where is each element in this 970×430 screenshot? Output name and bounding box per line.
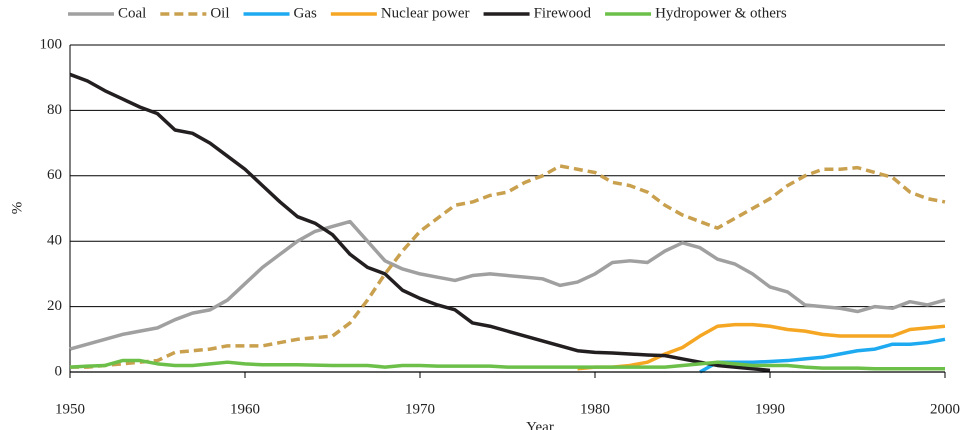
legend-label: Firewood bbox=[534, 5, 592, 21]
y-tick-label: 60 bbox=[47, 167, 62, 183]
y-tick-label: 20 bbox=[47, 298, 62, 314]
legend-label: Hydropower & others bbox=[655, 5, 787, 21]
y-tick-label: 100 bbox=[40, 36, 63, 52]
legend-label: Nuclear power bbox=[381, 5, 470, 21]
line-series bbox=[69, 358, 945, 371]
x-tick-label: 2000 bbox=[930, 401, 960, 417]
line-series bbox=[69, 72, 771, 373]
x-tick-label: 1990 bbox=[755, 401, 785, 417]
y-tick-label: 40 bbox=[47, 233, 62, 249]
x-tick-label: 1960 bbox=[230, 401, 260, 417]
line-series bbox=[69, 219, 946, 351]
x-axis-title: Year bbox=[526, 419, 554, 430]
y-tick-label: 0 bbox=[55, 363, 63, 379]
legend-label: Coal bbox=[118, 5, 146, 21]
x-tick-label: 1980 bbox=[580, 401, 610, 417]
legend-label: Oil bbox=[210, 5, 229, 21]
line-series bbox=[70, 164, 946, 369]
line-series bbox=[699, 337, 946, 374]
y-axis-title: % bbox=[9, 202, 25, 215]
legend-label: Gas bbox=[294, 5, 317, 21]
y-tick-label: 80 bbox=[47, 102, 62, 118]
line-series bbox=[577, 322, 946, 371]
x-tick-label: 1970 bbox=[405, 401, 435, 417]
x-tick-label: 1950 bbox=[55, 401, 85, 417]
